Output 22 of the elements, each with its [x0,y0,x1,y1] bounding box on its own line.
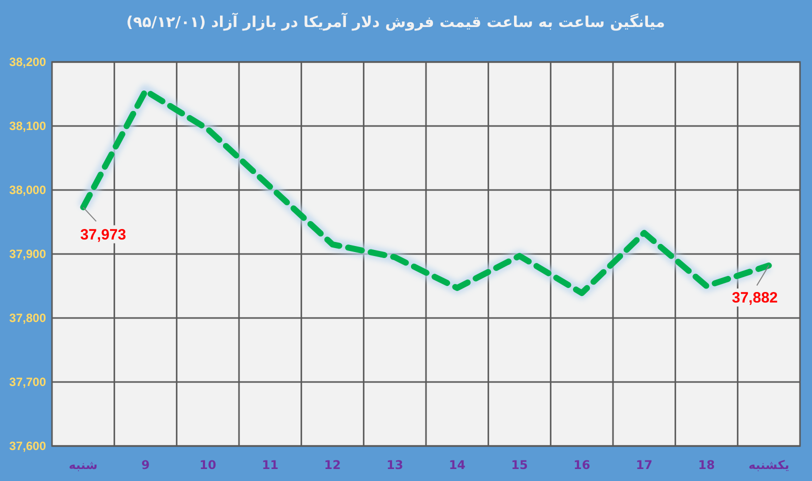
y-tick-label: 38,000 [9,183,46,197]
y-tick-label: 38,100 [9,119,46,133]
chart-title: میانگین ساعت به ساعت قیمت فروش دلار آمریکا در بازار آزاد (۹۵/۱۲/۰۱) [126,12,665,31]
x-tick-label: یکشنبه [748,458,790,472]
x-tick-label: شنبه [68,458,98,472]
x-tick-label: 16 [573,458,590,472]
y-tick-label: 38,200 [9,55,46,69]
x-tick-label: 12 [324,458,341,472]
y-tick-label: 37,600 [9,439,46,453]
x-tick-label: 10 [199,458,216,472]
y-tick-label: 37,800 [9,311,46,325]
x-tick-label: 9 [141,458,150,472]
x-tick-label: 13 [386,458,404,472]
x-tick-label: 18 [698,458,715,472]
x-tick-label: 17 [636,458,653,472]
data-label: 37,882 [732,290,778,307]
x-tick-label: 11 [262,458,279,472]
y-tick-label: 37,700 [9,375,46,389]
data-label: 37,973 [80,226,126,244]
x-tick-label: 14 [448,458,466,472]
y-tick-label: 37,900 [9,247,46,261]
x-tick-label: 15 [511,458,528,472]
